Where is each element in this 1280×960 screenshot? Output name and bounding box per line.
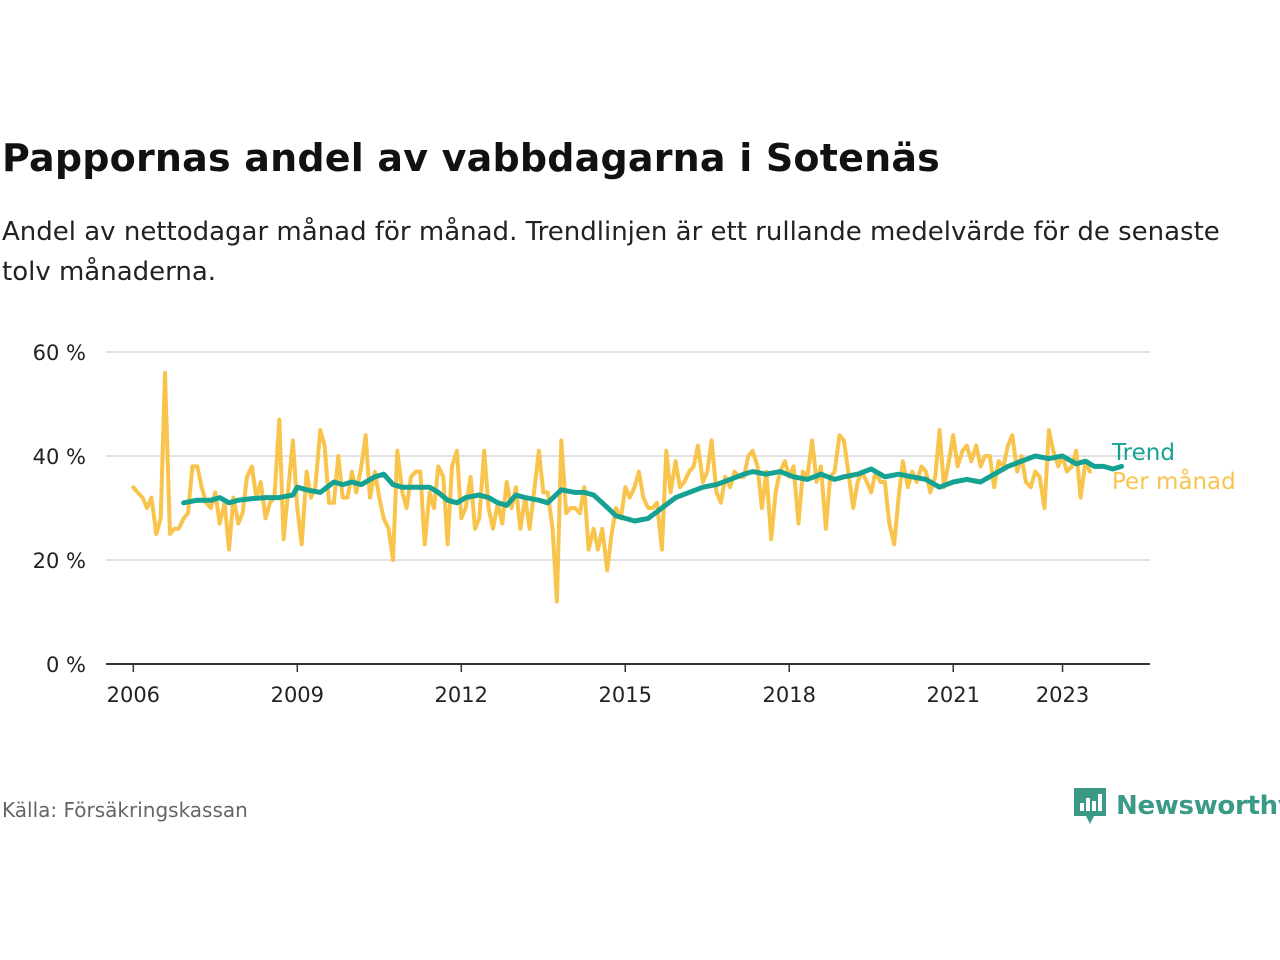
x-tick-label: 2006	[107, 683, 160, 707]
x-tick-label: 2021	[926, 683, 979, 707]
source-note: Källa: Försäkringskassan	[2, 798, 248, 822]
y-tick-label: 40 %	[33, 445, 86, 469]
trend-line	[181, 453, 1125, 524]
line-chart: 0 % 20 % 40 % 60 % 2006 2009 2012 2015 2018 2021…	[33, 341, 1236, 707]
grid-lines	[106, 351, 1150, 561]
trend-label: Trend	[1111, 440, 1175, 466]
chart-title: Pappornas andel av vabbdagarna i Sotenäs	[2, 136, 940, 180]
x-tick-label: 2023	[1036, 683, 1089, 707]
y-tick-label: 0 %	[46, 653, 86, 677]
monthly-label: Per månad	[1112, 467, 1236, 495]
y-tick-label: 60 %	[33, 341, 86, 365]
x-tick-label: 2018	[763, 683, 816, 707]
x-axis: 2006 2009 2012 2015 2018 2021 2023	[106, 663, 1150, 707]
x-tick-label: 2012	[435, 683, 488, 707]
x-tick-label: 2015	[599, 683, 652, 707]
series-lines	[131, 370, 1125, 604]
y-axis: 0 % 20 % 40 % 60 %	[33, 341, 86, 677]
newsworthy-logo-icon	[1074, 788, 1106, 824]
monthly-line	[131, 370, 1092, 604]
brand-logo[interactable]: Newsworthy	[1072, 784, 1280, 828]
chart-subtitle: Andel av nettodagar månad för månad. Tre…	[2, 217, 1220, 287]
x-tick-label: 2009	[271, 683, 324, 707]
brand-name: Newsworthy	[1116, 791, 1280, 821]
y-tick-label: 20 %	[33, 549, 86, 573]
